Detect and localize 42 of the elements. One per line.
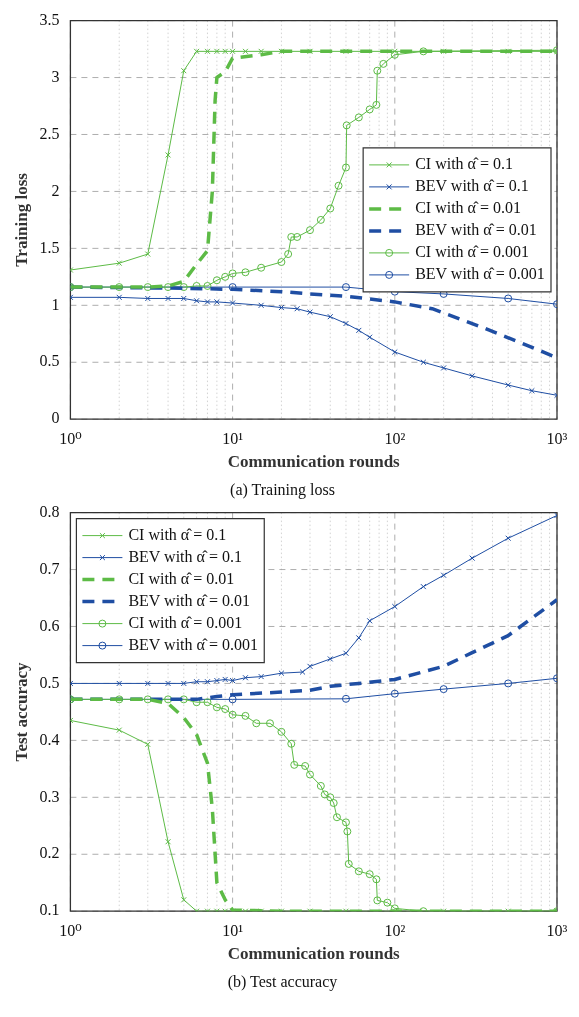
x-tick-label: 10² [384,922,406,939]
y-tick-label: 3 [51,67,60,85]
x-tick-label: 10⁰ [59,430,82,447]
legend-label: BEV with α̂ = 0.001 [415,265,545,283]
y-tick-label: 1.5 [39,238,60,256]
y-tick-label: 0 [51,409,60,427]
x-axis-title: Communication rounds [227,943,401,963]
legend-label: BEV with α̂ = 0.01 [415,221,537,239]
y-tick-label: 0.4 [39,730,60,748]
legend-label: BEV with α̂ = 0.1 [128,547,242,565]
x-tick-label: 10³ [546,922,568,939]
x-tick-label: 10⁰ [59,922,82,939]
x-tick-label: 10² [384,430,406,447]
x-tick-label: 10³ [546,430,568,447]
y-axis-title: Test accuracy [11,661,31,762]
legend-label: BEV with α̂ = 0.1 [415,177,529,195]
y-axis-title: Training loss [11,172,31,267]
legend-label: CI with α̂ = 0.001 [415,243,530,261]
y-tick-label: 0.6 [39,616,60,634]
y-tick-label: 0.7 [39,559,60,577]
x-tick-label: 10¹ [222,922,244,939]
x-tick-label: 10¹ [222,430,244,447]
legend-label: CI with α̂ = 0.01 [128,569,235,587]
y-tick-label: 2.5 [39,124,60,142]
y-tick-label: 0.3 [39,787,60,805]
y-tick-label: 0.2 [39,844,60,862]
legend-label: CI with α̂ = 0.1 [415,155,514,173]
y-tick-label: 0.5 [39,352,60,370]
y-tick-label: 0.5 [39,673,60,691]
text: (a) Training loss [230,480,335,499]
y-tick-label: 0.1 [39,901,60,919]
legend-label: CI with α̂ = 0.01 [415,199,522,217]
y-tick-label: 1 [51,295,60,313]
y-tick-label: 3.5 [39,10,60,28]
legend-label: CI with α̂ = 0.001 [128,613,243,631]
text: (b) Test accuracy [227,972,338,991]
x-axis-title: Communication rounds [227,451,401,471]
y-tick-label: 0.8 [39,502,60,520]
legend-label: CI with α̂ = 0.1 [128,525,227,543]
y-tick-label: 2 [51,181,60,199]
legend-label: BEV with α̂ = 0.001 [128,635,258,653]
legend-label: BEV with α̂ = 0.01 [128,591,250,609]
